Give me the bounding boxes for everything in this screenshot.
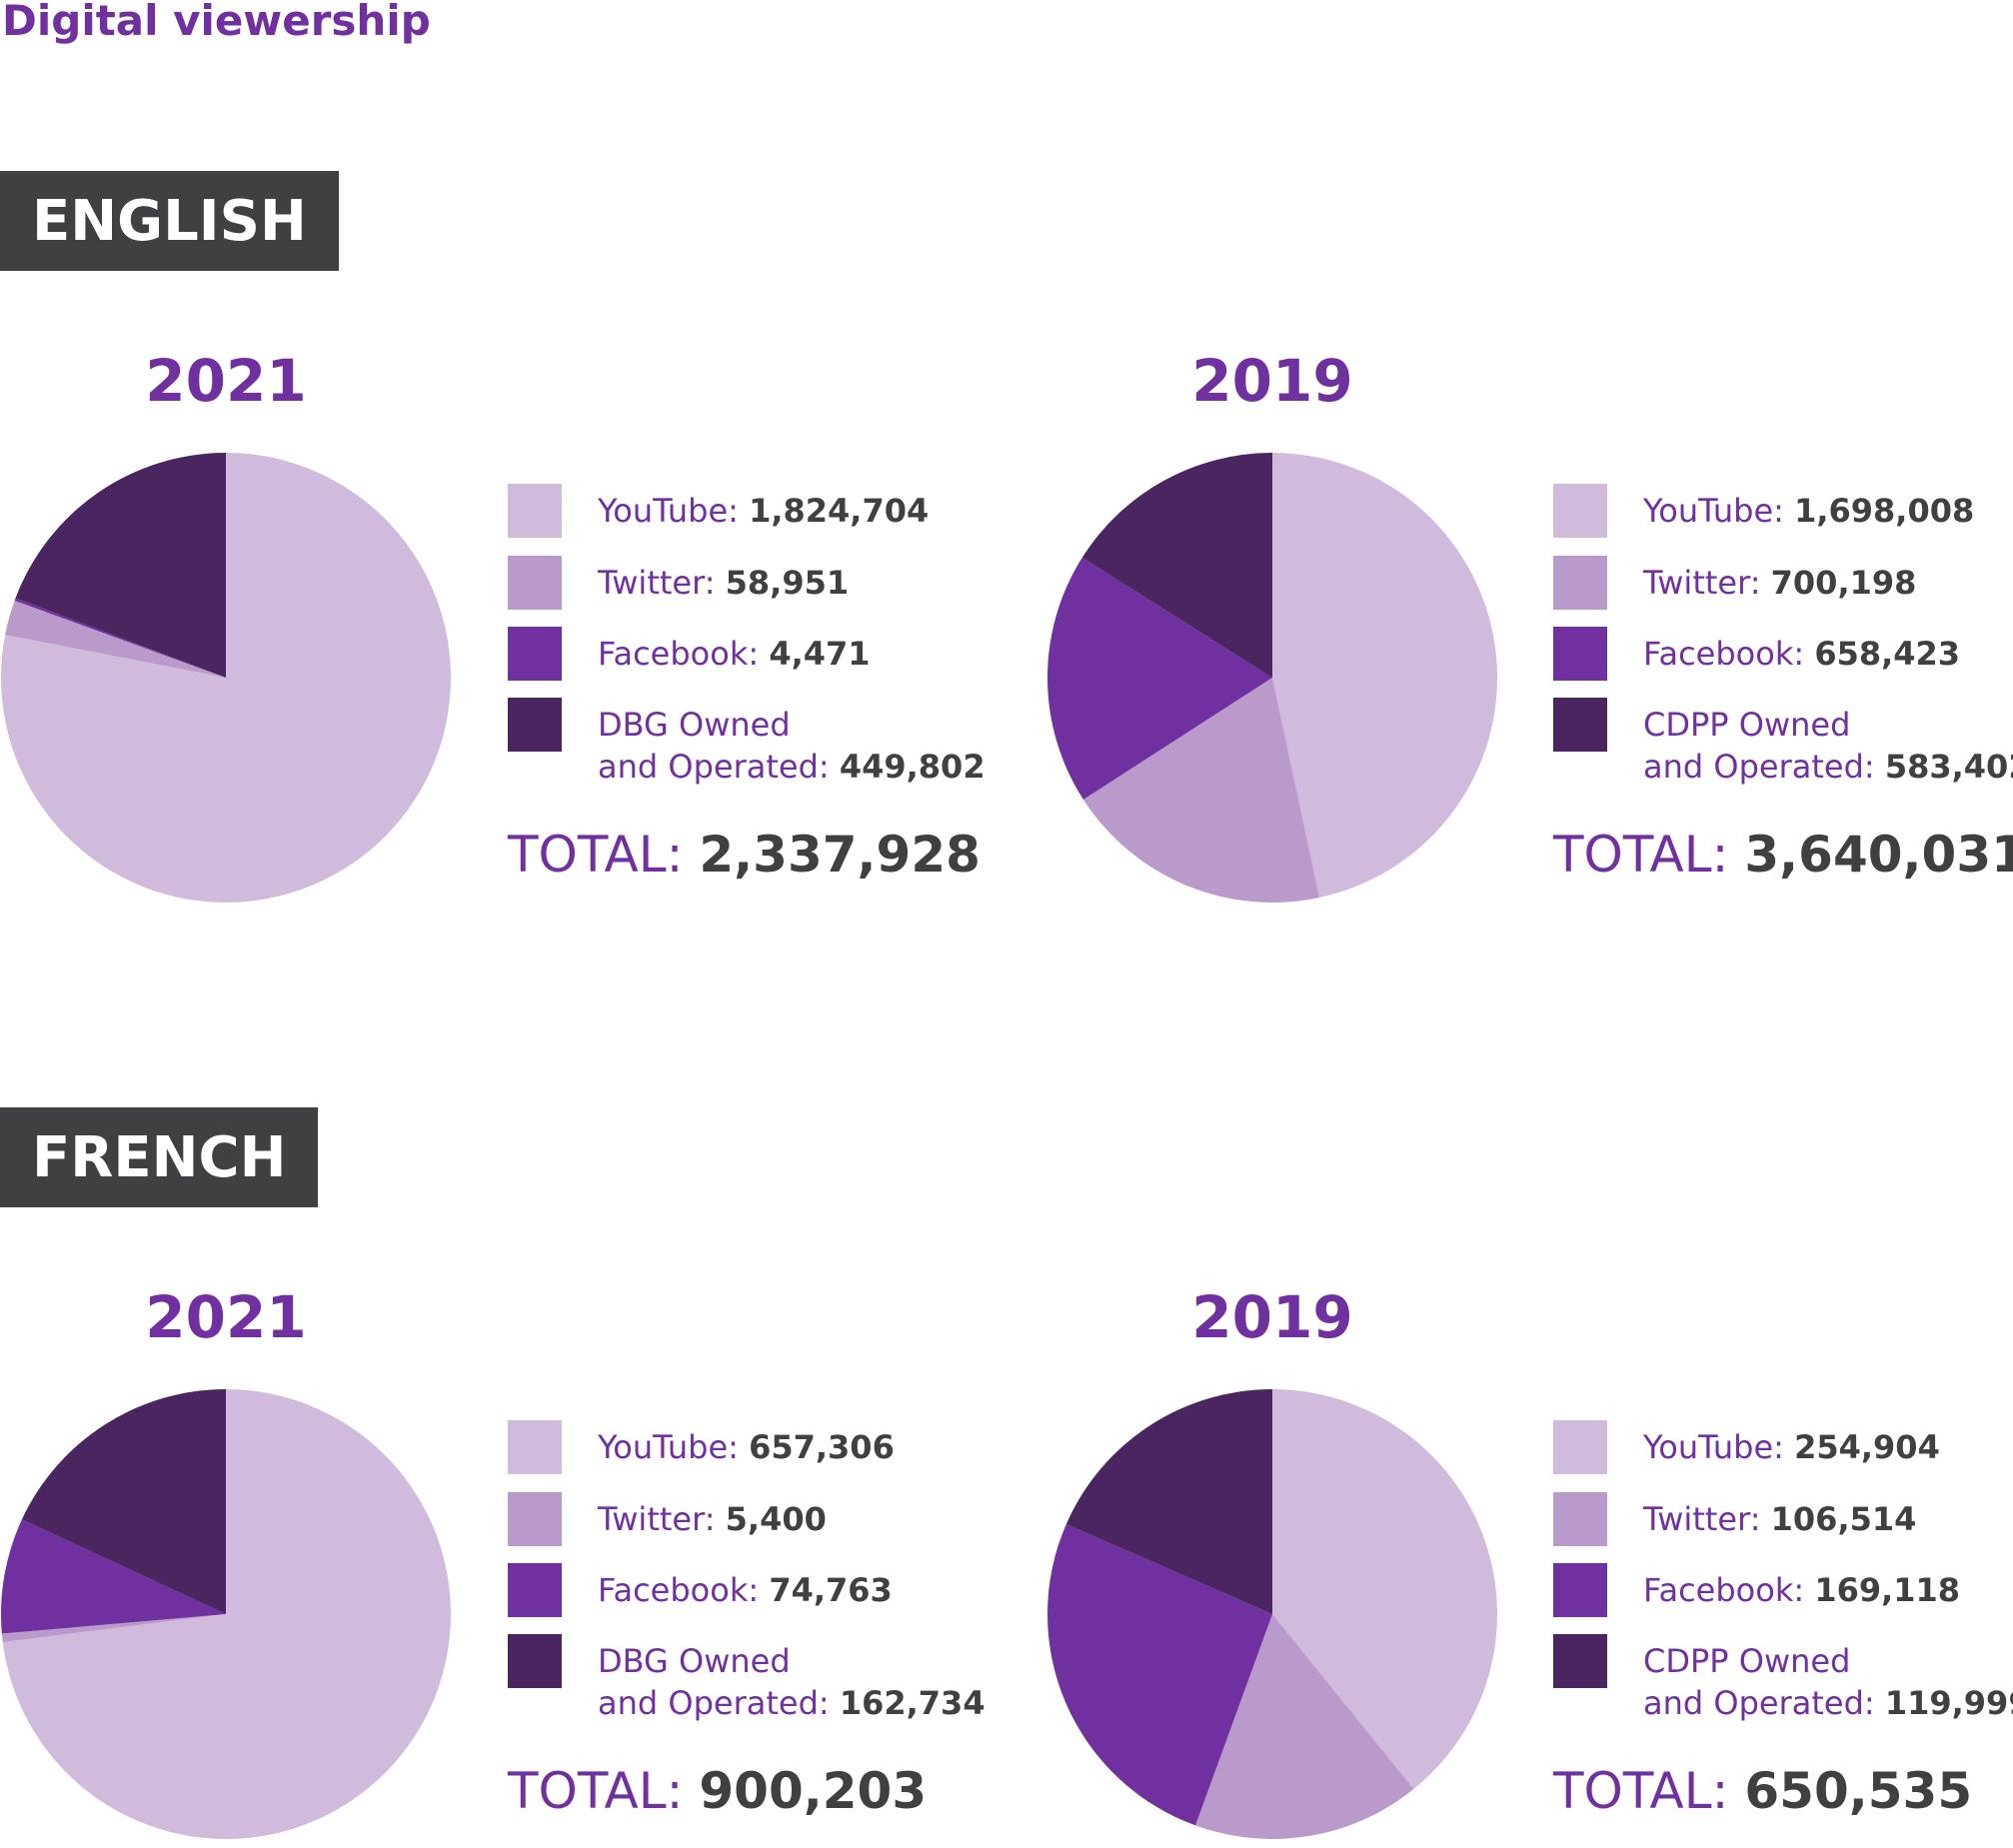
legend-swatch-youtube — [508, 484, 562, 538]
page-title: Digital viewership — [2, 0, 431, 45]
pie-slice-twitter — [1, 1614, 226, 1642]
legend-label: Facebook: — [1643, 1571, 1805, 1609]
legend-value: 162,734 — [839, 1684, 986, 1722]
section-label-english: ENGLISH — [0, 171, 339, 271]
total: TOTAL: 900,203 — [508, 1766, 927, 1816]
pie-slice-owned — [15, 453, 226, 678]
legend-swatch-facebook — [1553, 627, 1607, 681]
legend-swatch-twitter — [508, 556, 562, 610]
pie-slice-youtube — [1272, 1389, 1498, 1790]
total-value: 3,640,031 — [1744, 826, 2013, 884]
pie-slice-facebook — [14, 598, 227, 678]
total-value: 650,535 — [1744, 1762, 1973, 1820]
legend-value: 700,198 — [1770, 564, 1917, 602]
legend-label-line2: and Operated: — [598, 1684, 830, 1722]
legend-value: 1,698,008 — [1794, 492, 1975, 530]
total-label: TOTAL: — [508, 1762, 684, 1820]
total-label: TOTAL: — [1553, 1762, 1729, 1820]
legend-swatch-youtube — [508, 1420, 562, 1474]
pie-panel-english-2021: 2021 YouTube: 1,824,704 Twitter: 58,951 … — [0, 352, 1000, 912]
pie-panel-english-2019: 2019 YouTube: 1,698,008 Twitter: 700,198… — [1046, 352, 2013, 912]
legend-label-line2: and Operated: — [1643, 748, 1875, 786]
total: TOTAL: 2,337,928 — [508, 830, 981, 880]
total-value: 900,203 — [699, 1762, 928, 1820]
pie-slice-twitter — [5, 600, 226, 678]
legend-value: 449,802 — [839, 748, 986, 786]
legend-label: Facebook: — [598, 1571, 760, 1609]
pie-panel-french-2021: 2021 YouTube: 657,306 Twitter: 5,400 Fac… — [0, 1288, 1000, 1848]
legend-value: 658,423 — [1814, 635, 1961, 673]
legend-swatch-twitter — [1553, 556, 1607, 610]
legend-swatch-youtube — [1553, 484, 1607, 538]
legend-label: Facebook: — [1643, 635, 1805, 673]
legend-value: 58,951 — [725, 564, 850, 602]
pie-chart — [0, 453, 451, 903]
legend-label: Twitter: — [1643, 1500, 1761, 1538]
legend-label-line2: and Operated: — [598, 748, 830, 786]
legend-value: 254,904 — [1794, 1428, 1940, 1466]
legend-label: YouTube: — [598, 492, 739, 530]
pie-chart — [1047, 1389, 1498, 1839]
year-heading: 2019 — [1191, 1283, 1353, 1351]
total-label: TOTAL: — [1553, 826, 1729, 884]
pie-panel-french-2019: 2019 YouTube: 254,904 Twitter: 106,514 F… — [1046, 1288, 2013, 1848]
legend-value: 119,999 — [1884, 1684, 2013, 1722]
legend-label: Twitter: — [1643, 564, 1761, 602]
pie-slice-youtube — [0, 453, 451, 903]
total-label: TOTAL: — [508, 826, 684, 884]
legend-swatch-facebook — [508, 627, 562, 681]
year-heading: 2019 — [1191, 347, 1353, 415]
legend-label: DBG Owned — [598, 706, 791, 744]
legend-swatch-twitter — [508, 1492, 562, 1546]
legend-label: CDPP Owned — [1643, 706, 1851, 744]
year-heading: 2021 — [145, 347, 307, 415]
pie-slice-facebook — [1, 1519, 227, 1634]
legend-swatch-facebook — [508, 1563, 562, 1617]
legend-value: 106,514 — [1770, 1500, 1917, 1538]
legend-label: DBG Owned — [598, 1642, 791, 1680]
pie-slice-owned — [1081, 453, 1272, 678]
legend-label: YouTube: — [1643, 492, 1784, 530]
legend-value: 1,824,704 — [749, 492, 930, 530]
total-value: 2,337,928 — [699, 826, 981, 884]
legend-value: 5,400 — [725, 1500, 827, 1538]
legend-swatch-owned — [1553, 1634, 1607, 1688]
legend-label: YouTube: — [598, 1428, 739, 1466]
pie-slice-youtube — [2, 1389, 451, 1839]
legend-swatch-owned — [508, 1634, 562, 1688]
pie-slice-twitter — [1195, 1614, 1414, 1839]
pie-slice-facebook — [1047, 557, 1272, 800]
total: TOTAL: 650,535 — [1553, 1766, 1972, 1816]
legend-value: 583,402 — [1884, 748, 2013, 786]
legend-value: 657,306 — [749, 1428, 895, 1466]
legend-swatch-owned — [1553, 698, 1607, 752]
pie-slice-youtube — [1272, 453, 1498, 899]
legend-label: CDPP Owned — [1643, 1642, 1851, 1680]
year-heading: 2021 — [145, 1283, 307, 1351]
pie-chart — [1047, 453, 1498, 904]
pie-slice-facebook — [1047, 1523, 1272, 1826]
pie-slice-twitter — [1082, 678, 1320, 904]
pie-slice-owned — [1065, 1389, 1272, 1614]
legend-swatch-owned — [508, 698, 562, 752]
total: TOTAL: 3,640,031 — [1553, 830, 2013, 880]
legend-label: Facebook: — [598, 635, 760, 673]
pie-slice-owned — [21, 1389, 227, 1614]
legend-label-line2: and Operated: — [1643, 1684, 1875, 1722]
legend-value: 74,763 — [769, 1571, 893, 1609]
legend-label: Twitter: — [598, 564, 716, 602]
legend-swatch-twitter — [1553, 1492, 1607, 1546]
legend-label: Twitter: — [598, 1500, 716, 1538]
legend-swatch-facebook — [1553, 1563, 1607, 1617]
section-label-french: FRENCH — [0, 1107, 319, 1207]
legend-swatch-youtube — [1553, 1420, 1607, 1474]
legend-label: YouTube: — [1643, 1428, 1784, 1466]
pie-chart — [1, 1389, 451, 1839]
legend-value: 169,118 — [1814, 1571, 1961, 1609]
legend-value: 4,471 — [769, 635, 871, 673]
